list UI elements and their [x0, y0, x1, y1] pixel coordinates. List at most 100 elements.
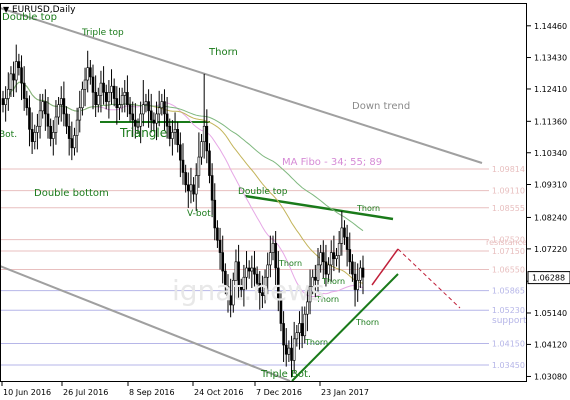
candle-body: [192, 184, 195, 195]
candle-body: [115, 98, 119, 109]
y-tick-label: 1.13430: [534, 54, 567, 63]
candle-body: [91, 76, 95, 93]
pink-level-label: 1.09110: [492, 187, 525, 196]
x-tick-label: 10 Jun 2016: [3, 388, 51, 397]
annotation-label: Bot.: [0, 130, 17, 140]
candle-body: [353, 273, 357, 290]
y-tick-label: 1.14460: [534, 22, 567, 31]
candle-body: [356, 280, 360, 290]
candle-body: [292, 338, 296, 361]
candle-body: [102, 82, 105, 93]
candle-body: [300, 323, 304, 337]
blue-level-label-bg: [489, 285, 527, 296]
candle-body: [49, 125, 52, 139]
blue-level-label: 1.03450: [492, 361, 525, 370]
y-tick-label: 1.07220: [534, 245, 567, 254]
candle-body: [337, 243, 341, 256]
candle-body: [210, 175, 214, 201]
candle-body: [319, 252, 322, 266]
y-tick-label: 1.08240: [534, 213, 567, 222]
candle-body: [329, 252, 333, 266]
candle-body: [327, 264, 330, 275]
annotation-label: Thorn: [355, 318, 379, 327]
x-tick-label: 23 Jan 2017: [321, 388, 369, 397]
candle-body: [4, 98, 7, 105]
candle-body: [134, 119, 137, 127]
blue-level-label-bg: [489, 338, 527, 349]
candle-body: [70, 138, 74, 149]
candle-body: [179, 144, 182, 161]
candle-body: [284, 344, 288, 355]
candle-body: [216, 227, 219, 241]
candle-body: [168, 125, 172, 139]
candle-body: [123, 92, 127, 96]
candle-body: [28, 107, 31, 130]
candle-body: [271, 243, 275, 253]
candle-body: [118, 104, 121, 109]
candle-body: [311, 276, 315, 287]
candle-body: [213, 199, 217, 229]
candle-body: [242, 276, 246, 290]
candle-body: [250, 267, 254, 272]
candle-body: [141, 104, 145, 115]
annotation-label: Triple top: [81, 28, 124, 38]
candle-body: [136, 125, 140, 128]
y-tick-label: 1.03080: [534, 372, 567, 381]
candle-body: [253, 267, 256, 275]
annotation-label: Thorn: [208, 47, 238, 58]
candle-body: [65, 113, 68, 127]
candle-body: [33, 132, 37, 142]
candle-body: [75, 119, 79, 136]
candle-body: [173, 129, 177, 133]
candle-body: [335, 255, 338, 260]
candle-body: [287, 347, 291, 355]
downtrend-channel-lower: [0, 265, 291, 382]
y-tick-label: 1.11360: [534, 117, 567, 126]
candle-body: [57, 104, 60, 118]
candle-body: [54, 116, 58, 133]
candle-body: [247, 267, 251, 272]
symbol-title: EURUSD,Daily: [12, 5, 76, 15]
x-axis: 10 Jun 2016 26 Jul 2016 8 Sep 2016 24 Oct 2…: [1, 382, 369, 397]
y-tick-label: 1.12410: [534, 85, 567, 94]
annotations: Double top Triple top Thorn Down trend Bot. T…: [0, 12, 527, 380]
level-lines: 1.09814 1.09110 1.08555 1.07520 1.07150 1.065…: [0, 163, 527, 371]
candle-body: [152, 119, 156, 124]
candle-body: [303, 313, 307, 337]
candle-body: [171, 132, 174, 139]
blue-level-label-bg: [489, 360, 527, 371]
candle-body: [67, 125, 71, 139]
pink-level-label: 1.09814: [492, 165, 525, 174]
candle-body: [324, 261, 328, 275]
candle-body: [89, 67, 92, 78]
candle-body: [62, 98, 66, 115]
dropdown-arrow-icon[interactable]: ▼: [3, 5, 10, 14]
candle-body: [155, 113, 158, 124]
candle-body: [255, 273, 259, 284]
candle-body: [128, 104, 132, 115]
candle-body: [144, 101, 148, 105]
candle-body: [30, 129, 34, 142]
candle-body: [22, 82, 26, 99]
blue-level-label: 1.04150: [492, 339, 525, 348]
annotation-label: Thorn: [304, 338, 328, 347]
x-tick-label: 8 Sep 2016: [129, 388, 175, 397]
x-tick-label: 26 Jul 2016: [63, 388, 108, 397]
candle-body: [340, 227, 344, 244]
annotation-label: Triple Bot.: [260, 369, 311, 380]
annotation-label: Double bottom: [34, 188, 109, 199]
candle-body: [208, 150, 211, 176]
candle-body: [73, 135, 76, 149]
current-price-label: 1.06288: [532, 274, 565, 283]
candle-body: [99, 82, 103, 96]
candle-body: [96, 95, 100, 105]
candle-body: [149, 110, 153, 121]
candle-body: [165, 113, 169, 127]
candle-body: [202, 125, 206, 142]
candle-body: [41, 101, 45, 112]
candle-body: [194, 175, 198, 195]
candle-body: [239, 286, 243, 290]
pink-level-label-bg: [489, 246, 527, 257]
annotation-label: V-bot.: [187, 209, 214, 219]
candle-body: [6, 88, 10, 99]
